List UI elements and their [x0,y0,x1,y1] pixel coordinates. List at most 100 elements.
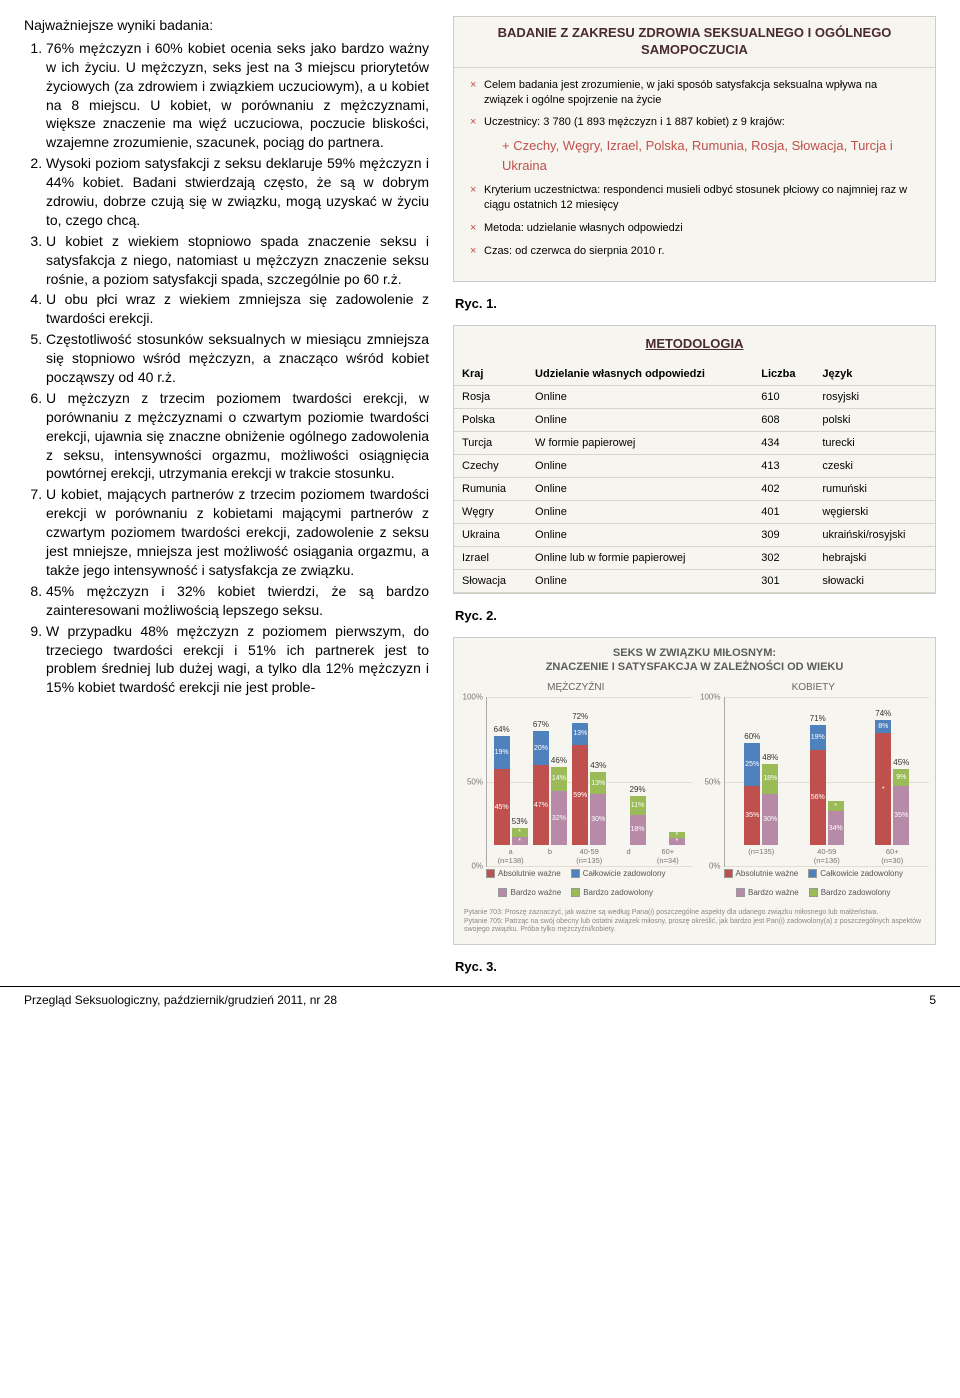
legend-swatch [809,888,818,897]
legend-label: Absolutnie ważne [498,869,561,878]
legend-item: Całkowicie zadowolony [808,869,903,878]
bar-group: 18%11%29%d [610,675,648,866]
table-row: UkrainaOnline309ukraiński/rosyjski [454,523,935,546]
figure-1-bullets: Celem badania jest zrozumienie, w jaki s… [470,78,919,259]
table-cell: Węgry [454,500,527,523]
table-cell: 413 [753,454,814,477]
table-cell: 302 [753,546,814,569]
y-tick: 100% [699,693,721,702]
x-tick: a(n=138) [498,848,524,866]
table-row: WęgryOnline401węgierski [454,500,935,523]
table-cell: rumuński [814,477,935,500]
table-row: PolskaOnline608polski [454,408,935,431]
table-cell: Ukraina [454,523,527,546]
chart-footnote: Pytanie 703: Proszę zaznaczyć, jak ważne… [454,905,935,944]
right-column: BADANIE Z ZAKRESU ZDROWIA SEKSUALNEGO I … [453,16,936,978]
table-cell: węgierski [814,500,935,523]
table-cell: Online lub w formie papierowej [527,546,753,569]
bar-segment: * [512,828,528,837]
y-tick: 0% [461,862,483,871]
y-tick: 50% [461,777,483,786]
legend-item: Absolutnie ważne [724,869,799,878]
table-row: RumuniaOnline402rumuński [454,477,935,500]
plot-area: 0%50%100%45%19%64%**53%a(n=138)47%20%67%… [486,697,692,867]
countries-list: + Czechy, Węgry, Izrael, Polska, Rumunia… [484,136,919,175]
table-cell: 401 [753,500,814,523]
bars-container: 35%25%60%30%18%48%(n=135)56%19%71%34%*40… [725,697,930,866]
bar-segment: 47% [533,765,549,845]
table-cell: Polska [454,408,527,431]
result-item: Wysoki poziom satysfakcji z seksu deklar… [46,154,429,230]
table-cell: Online [527,500,753,523]
figure-3-panel: SEKS W ZWIĄZKU MIŁOSNYM:ZNACZENIE I SATY… [453,637,936,946]
result-item: U obu płci wraz z wiekiem zmniejsza się … [46,290,429,328]
bar-segment: 30% [762,794,778,845]
bar-total-label: 71% [810,714,826,723]
bar-total-label: 43% [590,761,606,770]
legend-swatch [486,869,495,878]
figure-1-body: Celem badania jest zrozumienie, w jaki s… [454,68,935,281]
bar-segment: * [669,838,685,845]
bar-total-label: 60% [744,732,760,741]
page-number: 5 [929,993,936,1007]
bar-segment: 35% [744,786,760,846]
table-header-row: Kraj Udzielanie własnych odpowiedzi Licz… [454,363,935,386]
table-cell: Online [527,454,753,477]
result-item: 76% mężczyzn i 60% kobiet ocenia seks ja… [46,39,429,152]
bar-segment: 45% [494,769,510,846]
table-cell: turecki [814,431,935,454]
table-row: TurcjaW formie papierowej434turecki [454,431,935,454]
legend-label: Całkowicie zadowolony [583,869,666,878]
table-cell: Turcja [454,431,527,454]
subchart: KOBIETY0%50%100%35%25%60%30%18%48%(n=135… [698,682,930,897]
left-column: Najważniejsze wyniki badania: 76% mężczy… [24,16,429,978]
bar-group: **60+(n=34) [649,675,687,866]
bar-segment: 34% [828,811,844,845]
table-cell: 309 [753,523,814,546]
col-kraj: Kraj [454,363,527,386]
figure-1-label: Ryc. 1. [455,296,936,311]
table-cell: 434 [753,431,814,454]
legend-swatch [808,869,817,878]
y-tick: 50% [699,777,721,786]
bullet-text: Uczestnicy: 3 780 (1 893 mężczyzn i 1 88… [484,116,785,128]
legend-item: Całkowicie zadowolony [571,869,666,878]
bar-segment: 8% [875,720,891,734]
page-content: Najważniejsze wyniki badania: 76% mężczy… [0,0,960,986]
bar-segment: * [512,837,528,846]
table-cell: Online [527,523,753,546]
figure-2-label: Ryc. 2. [455,608,936,623]
bar-group: 47%20%67%32%14%46%b [531,675,569,866]
figure-1-panel: BADANIE Z ZAKRESU ZDROWIA SEKSUALNEGO I … [453,16,936,282]
page-footer: Przegląd Seksuologiczny, październik/gru… [0,986,960,1019]
bar-segment: 18% [762,764,778,795]
x-tick: 40-59(n=136) [814,848,840,866]
bar-total-label: 48% [762,753,778,762]
table-cell: 402 [753,477,814,500]
table-cell: słowacki [814,569,935,592]
legend-swatch [736,888,745,897]
bar-group: 59%13%72%30%13%43%40-59(n=135) [570,675,608,866]
table-cell: W formie papierowej [527,431,753,454]
results-list: 76% mężczyzn i 60% kobiet ocenia seks ja… [24,39,429,697]
table-cell: rosyjski [814,385,935,408]
result-item: U kobiet z wiekiem stopniowo spada znacz… [46,232,429,289]
bar-segment: 19% [810,725,826,751]
chart-legend: Absolutnie ważne Całkowicie zadowolony Bar… [698,869,930,897]
table-cell: 608 [753,408,814,431]
bar-segment: 9% [893,769,909,786]
table-row: IzraelOnline lub w formie papierowej302h… [454,546,935,569]
legend-swatch [571,888,580,897]
figure-3-label: Ryc. 3. [455,959,936,974]
x-tick: 40-59(n=135) [576,848,602,866]
bar-segment: * [875,733,891,845]
results-heading: Najważniejsze wyniki badania: [24,16,429,35]
y-tick: 0% [699,862,721,871]
legend-label: Bardzo ważne [748,888,799,897]
col-udzielanie: Udzielanie własnych odpowiedzi [527,363,753,386]
bar-total-label: 29% [630,785,646,794]
col-liczba: Liczba [753,363,814,386]
bar-segment: 20% [533,731,549,765]
footnote-2: Pytanie 705: Patrząc na swój obecny lub … [464,918,925,935]
table-cell: hebrajski [814,546,935,569]
